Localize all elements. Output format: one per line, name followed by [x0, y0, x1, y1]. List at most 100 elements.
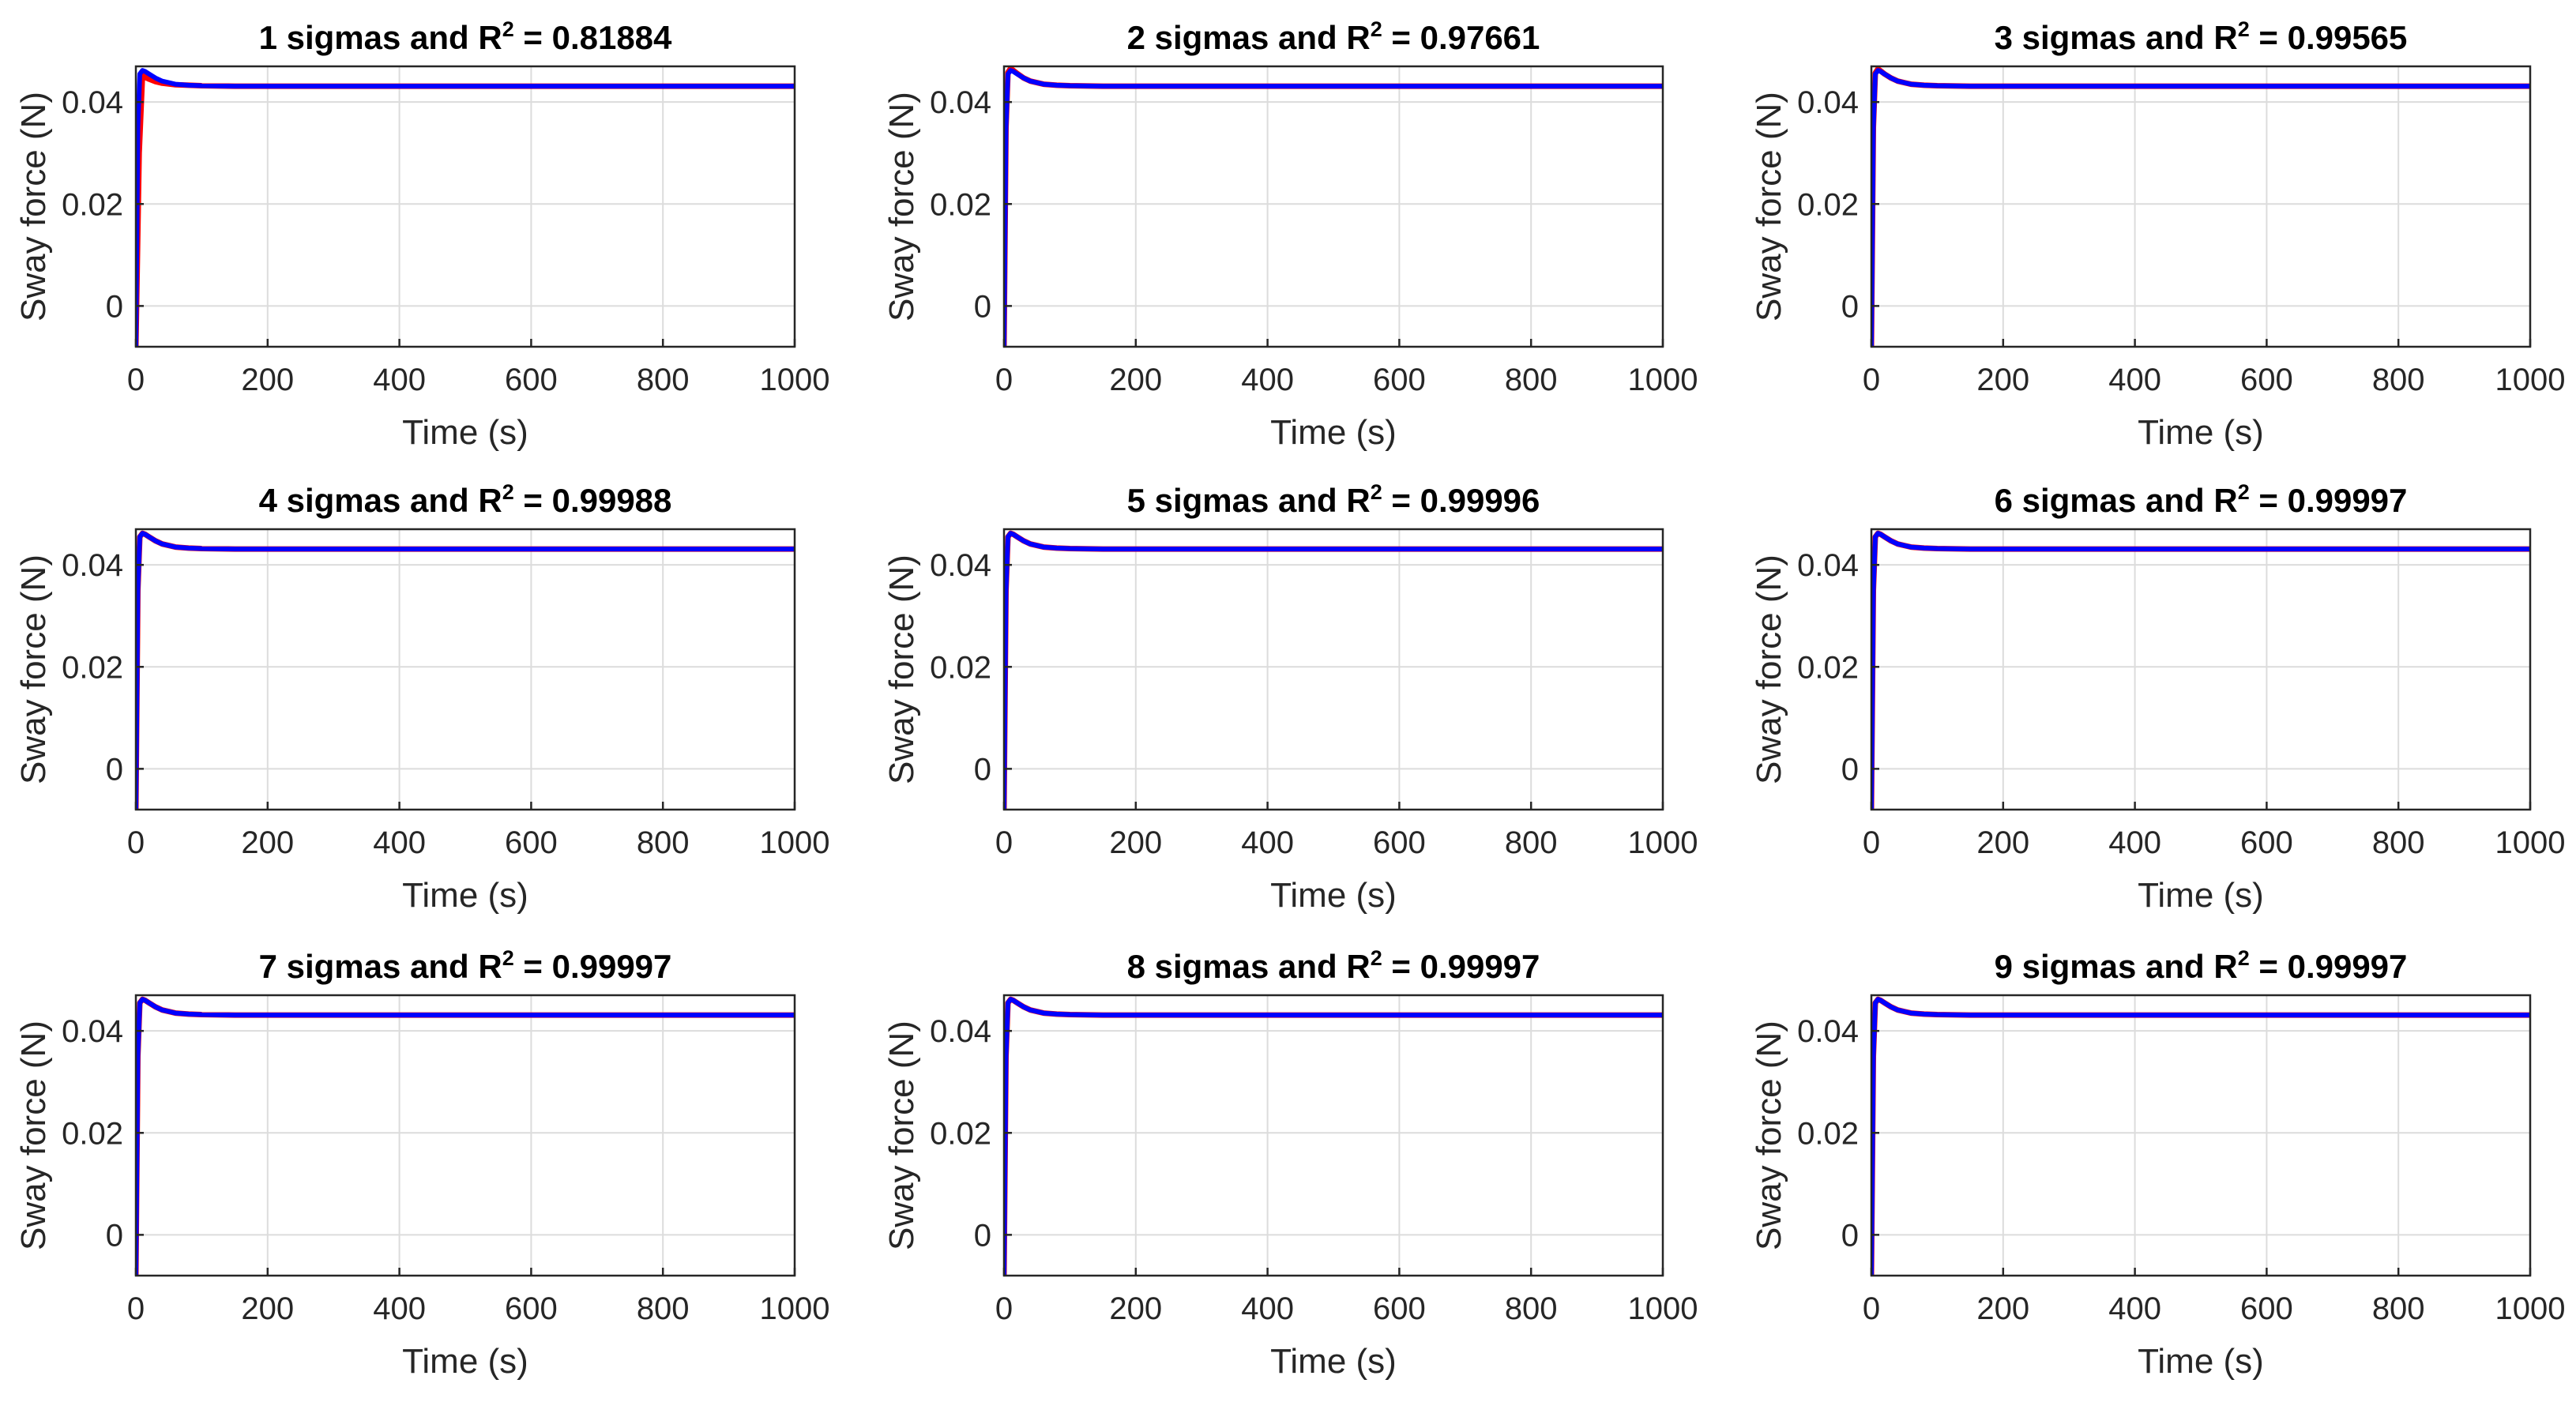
- x-axis-label: Time (s): [402, 1342, 528, 1381]
- y-tick-label: 0.04: [62, 1014, 123, 1049]
- axes-box: [1002, 528, 1664, 811]
- x-axis-label: Time (s): [1270, 1342, 1397, 1381]
- plot-area: [1004, 995, 1663, 1276]
- y-tick-label: 0: [974, 752, 991, 787]
- x-tick-label: 1000: [760, 1291, 830, 1326]
- y-tick-label: 0.04: [1797, 85, 1859, 120]
- x-tick-label: 0: [1863, 363, 1880, 397]
- x-tick-label: 1000: [1628, 363, 1698, 397]
- series-line-fit: [136, 997, 795, 1276]
- x-axis-label: Time (s): [402, 413, 528, 452]
- chart-title: 1 sigmas and R2 = 0.81884: [259, 17, 672, 56]
- y-tick-label: 0: [106, 289, 123, 324]
- x-tick-label: 400: [373, 1291, 426, 1326]
- x-tick-label: 200: [241, 363, 294, 397]
- chart-title: 8 sigmas and R2 = 0.99997: [1127, 946, 1540, 985]
- subplot-8: 0 200 400 600 800 1000 0 0.02 0.04 Time (s) Sway f…: [882, 946, 1698, 1381]
- plot-area: [1871, 529, 2530, 810]
- y-axis-label: Sway force (N): [882, 554, 921, 784]
- x-tick-label: 0: [127, 825, 145, 860]
- y-tick-label: 0.02: [1797, 187, 1859, 222]
- x-tick-label: 1000: [2495, 363, 2566, 397]
- x-tick-label: 0: [127, 363, 145, 397]
- y-tick-label: 0.04: [62, 85, 123, 120]
- y-tick-label: 0.02: [62, 650, 123, 685]
- y-axis-label: Sway force (N): [1750, 1020, 1788, 1250]
- x-tick-label: 400: [1241, 825, 1294, 860]
- y-axis-label: Sway force (N): [14, 1020, 53, 1250]
- y-tick-label: 0.04: [930, 1014, 991, 1049]
- y-tick-label: 0: [1841, 1218, 1859, 1253]
- x-tick-label: 1000: [760, 363, 830, 397]
- series-line-fit: [1871, 531, 2530, 810]
- axes-box: [134, 528, 796, 811]
- x-tick-label: 600: [505, 363, 558, 397]
- x-tick-label: 600: [1373, 1291, 1426, 1326]
- subplot-3: 0 200 400 600 800 1000 0 0.02 0.04 Time (s) Sway f…: [1750, 17, 2565, 452]
- subplot-4: 0 200 400 600 800 1000 0 0.02 0.04 Time (s) Sway f…: [14, 480, 829, 915]
- x-tick-label: 0: [1863, 1291, 1880, 1326]
- plot-area: [1004, 66, 1663, 347]
- x-tick-label: 200: [1976, 825, 2029, 860]
- x-axis-label: Time (s): [2138, 413, 2264, 452]
- x-tick-label: 600: [505, 1291, 558, 1326]
- x-tick-label: 200: [241, 825, 294, 860]
- subplot-1: 0 200 400 600 800 1000 0 0.02 0.04 Time (s) Sway f…: [14, 17, 829, 452]
- subplot-5: 0 200 400 600 800 1000 0 0.02 0.04 Time (s) Sway f…: [882, 480, 1698, 915]
- x-tick-label: 200: [1109, 363, 1162, 397]
- chart-title: 3 sigmas and R2 = 0.99565: [1995, 17, 2408, 56]
- subplot-2: 0 200 400 600 800 1000 0 0.02 0.04 Time (s) Sway f…: [882, 17, 1698, 452]
- x-tick-label: 0: [995, 1291, 1013, 1326]
- x-tick-label: 200: [241, 1291, 294, 1326]
- plot-area: [136, 529, 795, 810]
- series-line-fit: [1004, 68, 1663, 347]
- x-tick-label: 600: [1373, 363, 1426, 397]
- y-tick-label: 0: [106, 752, 123, 787]
- axes-box: [1002, 994, 1664, 1277]
- y-tick-label: 0.04: [930, 85, 991, 120]
- x-axis-label: Time (s): [402, 876, 528, 915]
- x-tick-label: 800: [637, 363, 690, 397]
- y-tick-label: 0.02: [930, 1116, 991, 1151]
- y-tick-label: 0.04: [1797, 548, 1859, 583]
- x-tick-label: 1000: [1628, 825, 1698, 860]
- chart-title: 6 sigmas and R2 = 0.99997: [1995, 480, 2408, 519]
- axes-box: [134, 65, 796, 348]
- x-tick-label: 800: [2372, 363, 2425, 397]
- series-line-fit: [1871, 68, 2530, 347]
- x-tick-label: 400: [1241, 363, 1294, 397]
- subplot-6: 0 200 400 600 800 1000 0 0.02 0.04 Time (s) Sway f…: [1750, 480, 2565, 915]
- series-line-fit: [136, 68, 795, 347]
- y-tick-label: 0.02: [930, 650, 991, 685]
- y-tick-label: 0: [1841, 752, 1859, 787]
- y-tick-label: 0: [974, 1218, 991, 1253]
- x-tick-label: 400: [373, 363, 426, 397]
- x-tick-label: 400: [2108, 825, 2161, 860]
- x-tick-label: 1000: [760, 825, 830, 860]
- y-tick-label: 0.04: [1797, 1014, 1859, 1049]
- chart-title: 2 sigmas and R2 = 0.97661: [1127, 17, 1540, 56]
- x-tick-label: 600: [505, 825, 558, 860]
- axes-box: [1870, 528, 2532, 811]
- x-tick-label: 0: [127, 1291, 145, 1326]
- x-tick-label: 0: [1863, 825, 1880, 860]
- x-tick-label: 0: [995, 363, 1013, 397]
- y-tick-label: 0.02: [62, 187, 123, 222]
- x-axis-label: Time (s): [1270, 876, 1397, 915]
- x-tick-label: 1000: [1628, 1291, 1698, 1326]
- x-axis-label: Time (s): [1270, 413, 1397, 452]
- y-tick-label: 0.02: [1797, 1116, 1859, 1151]
- y-tick-label: 0: [974, 289, 991, 324]
- x-tick-label: 200: [1109, 1291, 1162, 1326]
- x-tick-label: 200: [1976, 363, 2029, 397]
- chart-title: 5 sigmas and R2 = 0.99996: [1127, 480, 1540, 519]
- plot-area: [1871, 66, 2530, 347]
- axes-box: [1002, 65, 1664, 348]
- x-tick-label: 1000: [2495, 1291, 2566, 1326]
- series-line-fit: [1004, 997, 1663, 1276]
- series-line-fit: [136, 531, 795, 810]
- plot-area: [136, 66, 795, 347]
- y-tick-label: 0.02: [1797, 650, 1859, 685]
- subplot-9: 0 200 400 600 800 1000 0 0.02 0.04 Time (s) Sway f…: [1750, 946, 2565, 1381]
- x-tick-label: 400: [1241, 1291, 1294, 1326]
